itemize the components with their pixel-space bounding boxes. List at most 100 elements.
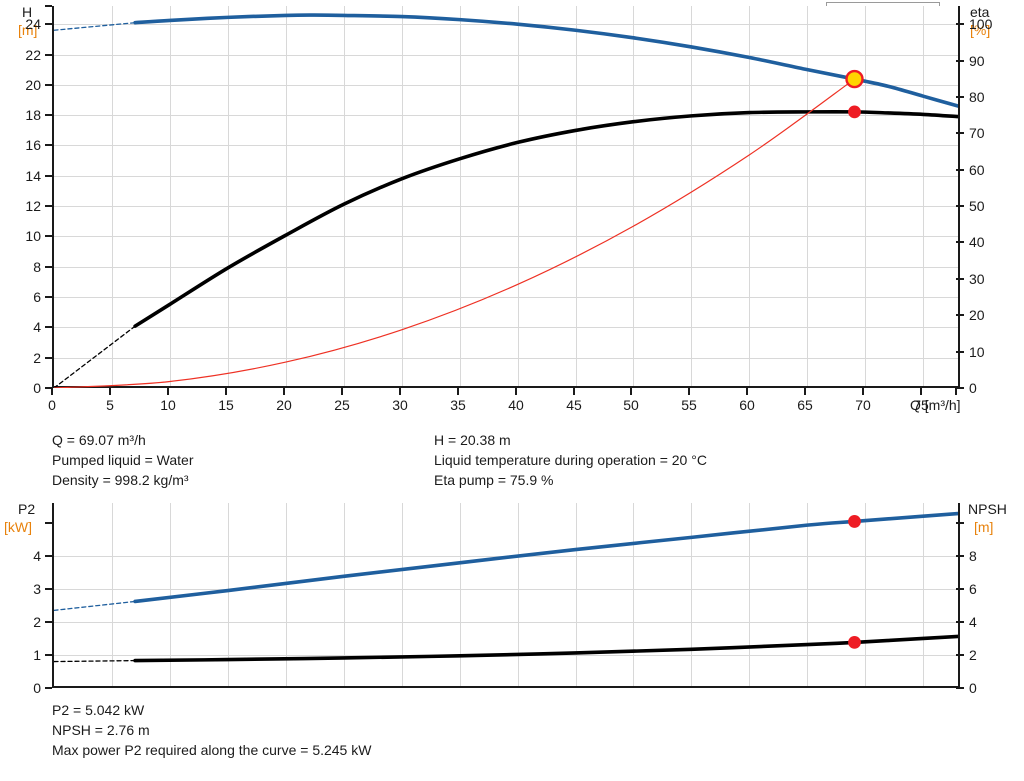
axis-tick [746, 388, 748, 395]
axis-tick-label: 4 [33, 319, 41, 335]
top-x-axis-title: Q [m³/h] [910, 397, 961, 413]
curve-npsh [133, 634, 958, 663]
bottom-right-axis-title: NPSH [968, 501, 1007, 517]
duty-flow-line: Q = 69.07 m³/h [52, 432, 146, 448]
duty-point-head[interactable] [845, 69, 864, 89]
axis-tick-label: 60 [969, 162, 985, 178]
axis-tick-label: 75 [913, 397, 929, 413]
axis-tick [956, 23, 964, 25]
curve-system-curve [54, 78, 856, 388]
axis-tick-label: 50 [623, 397, 639, 413]
curve-h-head-extrapolated [54, 22, 136, 31]
top-right-axis-unit: [%] [970, 22, 991, 38]
axis-tick [956, 241, 964, 243]
bottom-chart-canvas [54, 503, 958, 688]
axis-tick [45, 114, 52, 116]
axis-tick [956, 621, 964, 623]
axis-tick-label: 22 [25, 47, 41, 63]
axis-tick-label: 30 [392, 397, 408, 413]
axis-tick-label: 6 [969, 581, 977, 597]
power-npsh-chart: P2 [kW] NPSH [m] 0 1 2 3 4 0 2 4 6 8 [0, 498, 1024, 698]
axis-tick-label: 65 [797, 397, 813, 413]
axis-tick-label: 60 [739, 397, 755, 413]
duty-info-column-2: H = 20.38 m Liquid temperature during op… [434, 430, 707, 490]
duty-point-eta[interactable] [848, 105, 861, 119]
axis-tick [399, 388, 401, 395]
axis-tick-label: 70 [969, 125, 985, 141]
axis-tick-label: 0 [48, 397, 56, 413]
axis-tick-label: 24 [25, 16, 41, 32]
axis-tick-label: 90 [969, 53, 985, 69]
top-right-axis-title: eta [970, 4, 990, 20]
axis-tick [630, 388, 632, 395]
axis-tick [45, 357, 52, 359]
curve-p2-extrapolated [54, 600, 136, 612]
curve-h-head-136-mm [133, 13, 958, 108]
axis-tick [45, 687, 52, 689]
axis-tick [573, 388, 575, 395]
axis-tick [956, 96, 964, 98]
axis-tick [956, 205, 964, 207]
axis-tick-label: 40 [969, 234, 985, 250]
axis-tick [45, 205, 52, 207]
axis-tick [920, 388, 922, 395]
axis-tick-label: 10 [969, 344, 985, 360]
axis-tick [109, 388, 111, 395]
axis-tick [45, 621, 52, 623]
axis-tick-label: 4 [33, 548, 41, 564]
axis-tick-label: 20 [25, 77, 41, 93]
axis-tick-label: 14 [25, 168, 41, 184]
bottom-plot-area [52, 503, 960, 688]
npsh-line: NPSH = 2.76 m [52, 722, 150, 738]
duty-point-npsh[interactable] [848, 636, 861, 649]
power-info: P2 = 5.042 kW NPSH = 2.76 m Max power P2… [52, 700, 972, 760]
axis-tick-label: 18 [25, 107, 41, 123]
top-chart-canvas [54, 6, 958, 388]
axis-tick [956, 278, 964, 280]
axis-tick [688, 388, 690, 395]
axis-tick-label: 35 [450, 397, 466, 413]
axis-tick [45, 654, 52, 656]
axis-tick-label: 2 [33, 350, 41, 366]
curve-eta-extrapolated [54, 325, 136, 388]
axis-tick-label: 6 [33, 289, 41, 305]
axis-tick-label: 0 [969, 680, 977, 696]
axis-tick [45, 266, 52, 268]
axis-tick-label: 45 [566, 397, 582, 413]
axis-tick [956, 654, 964, 656]
top-left-axis-unit: [m] [18, 22, 38, 38]
axis-tick-label: 16 [25, 137, 41, 153]
axis-tick [804, 388, 806, 395]
axis-tick-label: 10 [25, 228, 41, 244]
axis-tick-label: 100 [969, 16, 993, 32]
axis-tick-label: 1 [33, 647, 41, 663]
axis-tick-label: 12 [25, 198, 41, 214]
axis-tick [45, 235, 52, 237]
axis-tick [862, 388, 864, 395]
axis-tick-label: 70 [855, 397, 871, 413]
bottom-left-axis-title: P2 [18, 501, 36, 517]
axis-tick [45, 326, 52, 328]
axis-tick-label: 20 [969, 307, 985, 323]
duty-info-column-1: Q = 69.07 m³/h Pumped liquid = Water Den… [52, 430, 434, 490]
axis-tick [956, 588, 964, 590]
liquid-temperature-line: Liquid temperature during operation = 20… [434, 452, 707, 468]
duty-point-power[interactable] [848, 515, 861, 528]
top-plot-area [52, 6, 960, 388]
gridlines [54, 6, 958, 388]
axis-tick [341, 388, 343, 395]
axis-tick-label: 4 [969, 614, 977, 630]
axis-tick [283, 388, 285, 395]
curve-p2-power-input [133, 511, 958, 604]
axis-tick [956, 60, 964, 62]
axis-tick [45, 588, 52, 590]
axis-tick [956, 522, 964, 524]
axis-tick [45, 555, 52, 557]
axis-tick [956, 314, 964, 316]
axis-tick-label: 8 [969, 548, 977, 564]
curve-eta-efficiency [133, 109, 958, 328]
bottom-right-axis-unit: [m] [974, 519, 994, 535]
bottom-left-axis-unit: [kW] [4, 519, 32, 535]
axis-tick-label: 2 [969, 647, 977, 663]
